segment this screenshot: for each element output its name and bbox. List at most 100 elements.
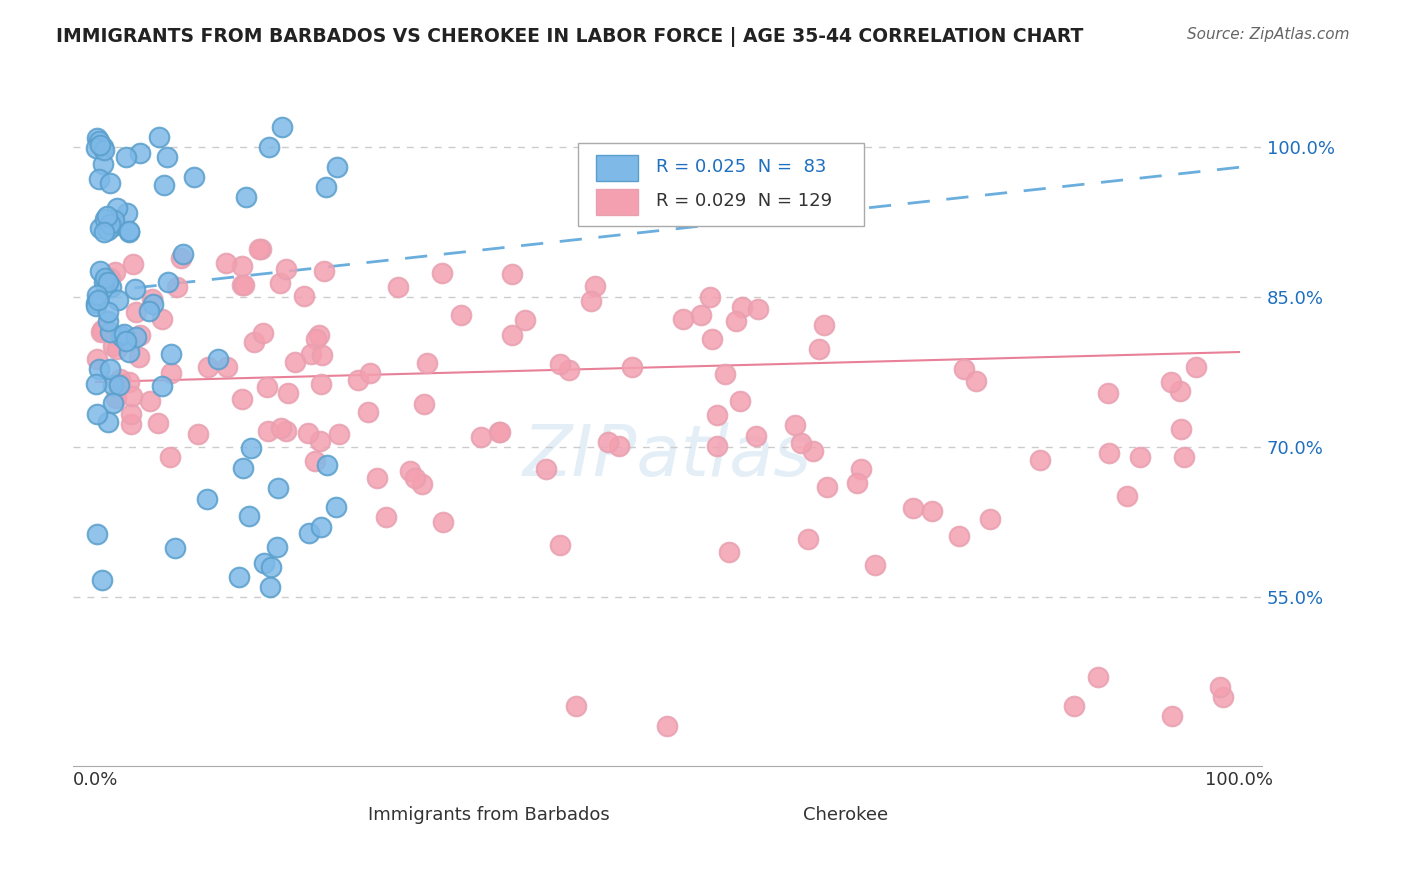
Point bbox=[724, 314, 747, 328]
Text: R = 0.029  N = 129: R = 0.029 N = 129 bbox=[655, 193, 832, 211]
Point bbox=[948, 528, 970, 542]
Point bbox=[215, 360, 238, 375]
Point bbox=[104, 265, 127, 279]
Text: Source: ZipAtlas.com: Source: ZipAtlas.com bbox=[1187, 27, 1350, 42]
Point bbox=[1087, 669, 1109, 683]
Point bbox=[813, 318, 835, 332]
Point bbox=[235, 190, 257, 204]
Point bbox=[121, 257, 143, 271]
Point bbox=[207, 351, 229, 366]
Point bbox=[240, 442, 263, 456]
Point bbox=[548, 357, 571, 371]
Point bbox=[1029, 452, 1052, 467]
Point bbox=[94, 211, 117, 226]
Point bbox=[86, 287, 108, 301]
Point bbox=[243, 335, 266, 350]
Point bbox=[141, 293, 163, 307]
Point bbox=[1116, 489, 1139, 503]
Point bbox=[266, 540, 288, 554]
Point bbox=[260, 559, 283, 574]
Point bbox=[534, 461, 557, 475]
Point bbox=[124, 282, 146, 296]
Bar bbox=[668, 803, 709, 825]
Text: ZIPatlas: ZIPatlas bbox=[523, 422, 811, 491]
Point bbox=[93, 225, 115, 239]
Point bbox=[105, 342, 128, 356]
Point bbox=[470, 430, 492, 444]
Point bbox=[97, 415, 120, 429]
Point bbox=[702, 332, 724, 346]
Point bbox=[325, 500, 347, 514]
Point bbox=[148, 130, 170, 145]
Point bbox=[304, 454, 326, 468]
Point bbox=[347, 373, 370, 387]
Point bbox=[197, 359, 219, 374]
Point bbox=[104, 391, 127, 405]
Point bbox=[305, 332, 328, 346]
Point bbox=[315, 180, 337, 194]
Point bbox=[125, 304, 148, 318]
Point bbox=[90, 573, 112, 587]
Point bbox=[97, 276, 120, 290]
Point bbox=[315, 458, 337, 472]
Point bbox=[1168, 384, 1191, 398]
Point bbox=[815, 480, 838, 494]
Point bbox=[1160, 376, 1182, 390]
Point bbox=[1129, 450, 1152, 464]
Point bbox=[621, 360, 644, 375]
Point bbox=[118, 224, 141, 238]
Point bbox=[274, 262, 297, 277]
Point bbox=[849, 462, 872, 476]
Point bbox=[557, 362, 579, 376]
Point bbox=[259, 580, 281, 594]
Point bbox=[979, 512, 1001, 526]
Point bbox=[309, 520, 332, 534]
Text: Cherokee: Cherokee bbox=[803, 805, 889, 823]
Point bbox=[228, 570, 250, 584]
Bar bbox=[596, 154, 638, 181]
Point bbox=[98, 217, 121, 231]
Point bbox=[579, 294, 602, 309]
Point bbox=[690, 308, 713, 322]
Point bbox=[548, 538, 571, 552]
Point bbox=[233, 277, 256, 292]
Point bbox=[84, 296, 107, 310]
Point bbox=[120, 417, 142, 432]
Point bbox=[357, 405, 380, 419]
Point bbox=[308, 328, 330, 343]
Point bbox=[89, 264, 111, 278]
Point bbox=[583, 278, 606, 293]
Point bbox=[250, 242, 273, 256]
Point bbox=[488, 425, 510, 439]
Point bbox=[1170, 422, 1192, 436]
Point bbox=[100, 280, 122, 294]
Point bbox=[298, 526, 321, 541]
Point bbox=[91, 140, 114, 154]
Point bbox=[731, 300, 754, 314]
Bar bbox=[299, 803, 340, 825]
Point bbox=[607, 439, 630, 453]
Point bbox=[108, 377, 131, 392]
Point bbox=[672, 311, 695, 326]
Point bbox=[108, 371, 131, 385]
Point bbox=[1063, 699, 1085, 714]
Point bbox=[118, 344, 141, 359]
Point bbox=[797, 532, 820, 546]
Point bbox=[86, 352, 108, 367]
Point bbox=[270, 421, 292, 435]
Point bbox=[94, 271, 117, 285]
Point bbox=[87, 293, 110, 307]
Point bbox=[93, 144, 115, 158]
Point bbox=[274, 424, 297, 438]
Point bbox=[115, 150, 138, 164]
Point bbox=[404, 470, 426, 484]
Point bbox=[247, 242, 270, 256]
Point bbox=[489, 425, 512, 439]
Point bbox=[271, 120, 294, 135]
Point bbox=[1212, 690, 1234, 704]
Point bbox=[97, 304, 120, 318]
Point bbox=[713, 367, 735, 381]
Point bbox=[100, 326, 122, 340]
Point bbox=[411, 476, 433, 491]
Point bbox=[138, 304, 160, 318]
